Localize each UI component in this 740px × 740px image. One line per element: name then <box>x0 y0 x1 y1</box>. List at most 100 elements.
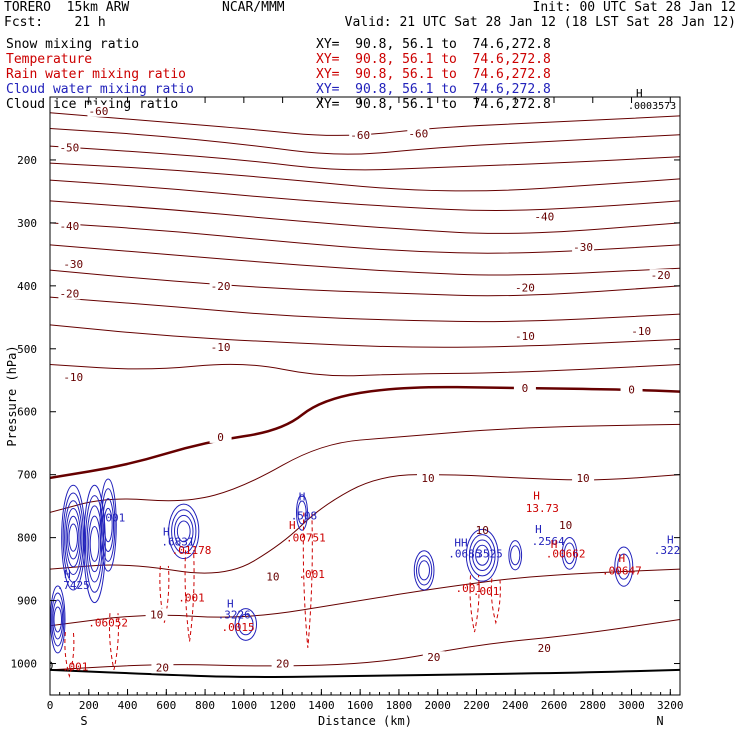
isotherm-label: -60 <box>89 105 109 118</box>
isotherm-line <box>50 568 680 627</box>
field-xy: XY= 90.8, 56.1 to 74.6,272.8 <box>316 67 551 82</box>
isotherm-line <box>50 145 680 171</box>
cloud-water-contour <box>50 585 66 654</box>
isotherm-label: -40 <box>59 220 79 233</box>
isotherm-line <box>50 269 680 297</box>
field-name: Rain water mixing ratio <box>6 67 187 82</box>
x-tick-label: 2000 <box>424 699 451 712</box>
cloud-water-contour <box>468 534 496 577</box>
extremum-label: H <box>619 552 626 565</box>
y-tick-label: 900 <box>17 595 37 608</box>
south-end-label: S <box>80 714 87 728</box>
cloud-water-contour <box>508 540 523 571</box>
isotherm-label: 10 <box>266 571 279 584</box>
extremum-label: .3226 <box>654 544 687 557</box>
isotherm-label-bg <box>58 287 81 300</box>
isotherm-label-bg <box>572 240 595 253</box>
isotherm-label: 20 <box>276 658 289 671</box>
fcst-label: Fcst: 21 h <box>4 15 106 30</box>
y-tick-label: 200 <box>17 154 37 167</box>
field-xy: XY= 90.8, 56.1 to 74.6,272.8 <box>316 82 551 97</box>
isotherm-line <box>50 200 680 234</box>
isotherm-label-bg <box>62 257 85 270</box>
cloud-water-contour <box>413 550 435 591</box>
isotherm-line <box>50 244 680 276</box>
isotherm-label-bg <box>209 430 232 443</box>
x-tick-label: 1800 <box>386 699 413 712</box>
isotherm-label-bg <box>533 210 556 223</box>
extremum-label: .00751 <box>286 532 326 545</box>
north-end-label: N <box>656 714 663 728</box>
rain-contour <box>184 550 195 642</box>
isotherm-label-bg <box>533 641 556 654</box>
field-xy: XY= 90.8, 56.1 to 74.6,272.8 <box>316 37 551 52</box>
isotherm-label-bg <box>58 141 81 154</box>
extremum-label: .01178 <box>172 544 212 557</box>
cloud-water-contour <box>297 500 307 525</box>
cloud-water-contour <box>465 528 499 582</box>
isotherm-line <box>50 385 680 480</box>
isotherm-line <box>50 127 680 155</box>
isotherm-label: -20 <box>515 282 535 295</box>
cloud-water-contour <box>100 488 116 562</box>
extremum-label: 13.73 <box>526 502 559 515</box>
isotherm-label: -60 <box>408 128 428 141</box>
extremum-label: .7425 <box>57 579 90 592</box>
cloud-water-contour <box>617 553 631 580</box>
cloud-water-contour <box>238 613 254 636</box>
cloud-water-contour <box>103 507 113 543</box>
isotherm-label-bg <box>630 325 653 338</box>
extremum-label: H <box>227 598 234 611</box>
init-label: Init: 00 UTC Sat 28 Jan 12 <box>532 0 737 15</box>
x-tick-label: 600 <box>156 699 176 712</box>
ground-surface-line <box>50 668 680 678</box>
valid-label: Valid: 21 UTC Sat 28 Jan 12 (18 LST Sat … <box>344 15 736 30</box>
isotherm-label-bg <box>513 281 536 294</box>
cloud-water-contour <box>83 484 106 604</box>
isotherm-line <box>50 363 680 377</box>
isotherm-line <box>50 162 680 192</box>
isotherm-label-bg <box>422 651 445 664</box>
isotherm-label: 10 <box>576 472 589 485</box>
cloud-water-contour <box>53 606 62 633</box>
y-tick-label: 1000 <box>11 658 38 671</box>
extremum-label: HH <box>454 537 467 550</box>
cloud-water-contour <box>61 484 86 591</box>
extremum-label: .001 <box>473 585 500 598</box>
cloud-water-contour <box>563 542 576 565</box>
cloud-water-contour <box>416 555 433 586</box>
x-tick-label: 1600 <box>347 699 374 712</box>
isotherm-label: -20 <box>651 269 671 282</box>
isotherm-label-bg <box>58 220 81 233</box>
field-xy: XY= 90.8, 56.1 to 74.6,272.8 <box>316 52 551 67</box>
corner-value: .0003573 <box>628 101 676 112</box>
x-tick-label: 1200 <box>269 699 296 712</box>
cloud-water-contour <box>418 560 430 581</box>
extremum-label: H <box>289 519 296 532</box>
isotherm-label: 0 <box>217 431 224 444</box>
isotherm-label-bg <box>349 128 372 141</box>
rain-contour <box>64 632 75 679</box>
extremum-label: .3226 <box>218 608 251 621</box>
extremum-label: H <box>535 523 542 536</box>
extremum-label: H <box>163 525 170 538</box>
cloud-water-contour <box>102 498 115 553</box>
cloud-water-contour <box>89 525 100 562</box>
y-tick-label: 800 <box>17 532 37 545</box>
extremum-label: 0 <box>47 659 54 672</box>
cloud-water-contour <box>52 599 64 640</box>
field-name: Temperature <box>6 52 93 67</box>
isotherm-line <box>50 618 680 671</box>
isotherm-label-bg <box>620 383 643 396</box>
isotherm-label: 20 <box>427 651 440 664</box>
cloud-water-contour <box>176 520 191 543</box>
isotherm-line <box>50 112 680 136</box>
cloud-water-contour <box>84 495 105 593</box>
isotherm-label: -10 <box>631 325 651 338</box>
field-xy: XY= 90.8, 56.1 to 74.6,272.8 <box>316 97 551 112</box>
isotherm-label: -20 <box>59 287 79 300</box>
plot-area: -60 -60 -60 -50 -40 -40 -30 -30 -20 -20 -20 -20 -10 -… <box>47 104 687 679</box>
isotherm-label-bg <box>417 471 439 484</box>
isotherm-label: 0 <box>522 382 529 395</box>
